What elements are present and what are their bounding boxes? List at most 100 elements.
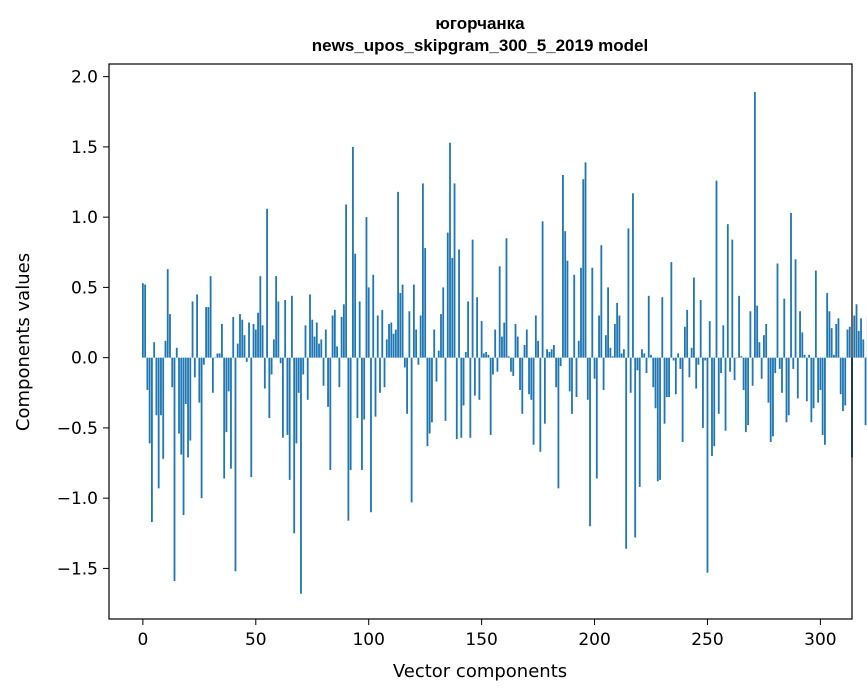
bar <box>214 357 217 359</box>
bar <box>460 357 463 438</box>
bar <box>160 357 162 416</box>
bar <box>505 238 508 358</box>
bar <box>826 293 829 358</box>
bar <box>740 356 743 358</box>
bar <box>467 301 469 358</box>
bar <box>778 357 781 369</box>
bar <box>196 294 198 358</box>
bar <box>320 339 323 358</box>
bar <box>695 357 698 389</box>
bar <box>431 357 433 423</box>
bar <box>471 239 474 358</box>
bar <box>803 354 806 358</box>
bar <box>702 357 704 428</box>
bar <box>331 315 334 358</box>
bar <box>589 357 591 527</box>
bar <box>663 357 666 424</box>
plot-area-frame <box>108 63 853 620</box>
bar <box>634 357 637 538</box>
bar <box>837 318 840 358</box>
y-tick-label: −1.5 <box>57 559 98 579</box>
bar <box>656 357 659 482</box>
bar <box>394 329 397 358</box>
bar <box>236 343 239 358</box>
bar <box>487 354 490 358</box>
bar <box>178 357 180 434</box>
bar <box>507 356 510 358</box>
bar <box>422 183 424 358</box>
bar <box>388 323 390 358</box>
bar <box>473 357 476 396</box>
bar <box>534 315 537 358</box>
bar <box>699 300 702 358</box>
bar <box>860 318 862 358</box>
bar <box>241 319 244 358</box>
bar <box>641 349 643 358</box>
bar <box>627 228 630 358</box>
bar <box>598 315 600 358</box>
bar <box>853 315 856 358</box>
bar <box>539 357 542 452</box>
bar <box>501 336 503 358</box>
bar <box>726 224 729 358</box>
bar <box>810 357 813 423</box>
bar <box>261 325 264 358</box>
bar <box>482 353 485 358</box>
bar <box>478 357 481 400</box>
bar <box>193 357 196 378</box>
bar <box>613 323 616 358</box>
bar <box>189 357 192 441</box>
bar <box>223 357 226 479</box>
bar <box>715 180 718 358</box>
y-tick-label: 2.0 <box>71 68 98 88</box>
chart-subtitle: news_upos_skipgram_300_5_2019 model <box>312 36 648 55</box>
bar <box>412 284 415 358</box>
bar <box>327 357 329 407</box>
bar <box>681 357 684 442</box>
bar <box>306 357 309 400</box>
bar <box>557 357 560 489</box>
bar <box>399 293 402 358</box>
bar <box>385 339 388 358</box>
bar <box>184 357 187 405</box>
bar <box>440 314 442 358</box>
bar <box>864 357 867 426</box>
bar <box>446 232 449 358</box>
bar <box>643 353 646 358</box>
bar <box>604 335 607 358</box>
bar <box>582 179 585 358</box>
bar <box>288 357 291 480</box>
bar <box>347 357 350 521</box>
bar <box>302 357 305 375</box>
bar <box>537 340 539 358</box>
bar <box>731 239 734 358</box>
bar <box>781 357 783 393</box>
bar <box>153 342 156 358</box>
bar <box>352 146 354 358</box>
bar <box>620 353 623 358</box>
bar <box>291 295 293 358</box>
bar <box>180 357 183 455</box>
bar <box>672 357 675 361</box>
bar <box>309 294 311 358</box>
bar <box>564 231 567 358</box>
bar <box>329 357 332 471</box>
bar <box>792 357 795 369</box>
y-tick-label: −0.5 <box>57 419 98 439</box>
bar <box>437 350 440 358</box>
bar <box>665 357 668 397</box>
bar <box>254 329 257 358</box>
bar <box>408 311 411 358</box>
bar <box>577 340 580 358</box>
bar <box>151 357 153 523</box>
bar <box>785 357 788 423</box>
bar <box>704 357 707 361</box>
bar <box>844 357 847 406</box>
bar <box>333 309 336 358</box>
bar <box>284 300 287 358</box>
bar <box>361 357 363 471</box>
bar <box>586 357 589 400</box>
y-tick-label: 1.5 <box>71 138 98 158</box>
bar <box>600 245 603 358</box>
bar <box>688 357 691 378</box>
